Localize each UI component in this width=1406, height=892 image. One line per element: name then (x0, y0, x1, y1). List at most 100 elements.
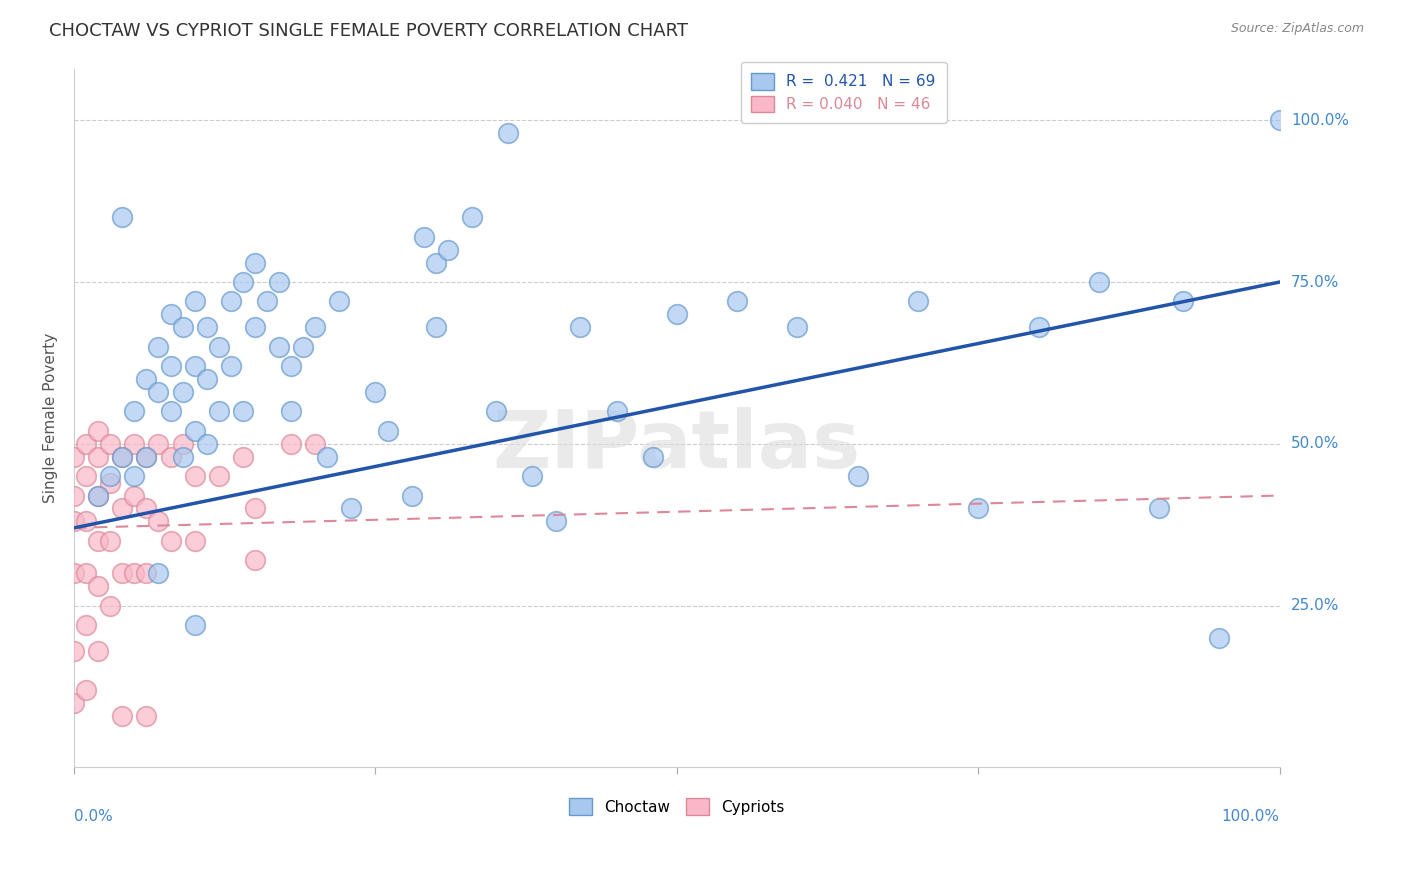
Point (75, 566, 97, 581)
Point (172, 320, 194, 334)
Point (1088, 275, 1111, 289)
Point (725, 294, 748, 309)
Point (195, 372, 218, 386)
Point (124, 469, 146, 483)
Point (183, 294, 205, 309)
Point (135, 708, 157, 723)
Point (87, 533, 110, 548)
Point (967, 501, 990, 516)
Point (159, 450, 181, 464)
Point (243, 255, 266, 269)
Point (135, 372, 157, 386)
Point (159, 307, 181, 321)
Point (425, 320, 447, 334)
Point (292, 340, 315, 354)
Point (148, 515, 170, 529)
Point (111, 501, 134, 516)
Point (267, 275, 290, 289)
Point (208, 340, 231, 354)
Point (546, 515, 568, 529)
Point (98, 599, 121, 613)
Point (159, 533, 181, 548)
Point (1028, 320, 1050, 334)
Point (786, 320, 808, 334)
Point (280, 437, 302, 451)
Point (377, 424, 399, 438)
Point (208, 404, 231, 418)
Point (183, 618, 205, 632)
Point (243, 501, 266, 516)
Point (846, 469, 869, 483)
Point (485, 404, 508, 418)
Point (135, 450, 157, 464)
Point (159, 359, 181, 373)
Point (135, 450, 157, 464)
Point (148, 566, 170, 581)
Point (243, 553, 266, 567)
Point (87, 489, 110, 503)
Text: Source: ZipAtlas.com: Source: ZipAtlas.com (1230, 22, 1364, 36)
Point (1208, 631, 1230, 645)
Point (75, 469, 97, 483)
Text: CHOCTAW VS CYPRIOT SINGLE FEMALE POVERTY CORRELATION CHART: CHOCTAW VS CYPRIOT SINGLE FEMALE POVERTY… (49, 22, 688, 40)
Point (304, 437, 326, 451)
Point (63, 489, 86, 503)
Point (1268, 113, 1291, 128)
Point (183, 469, 205, 483)
Point (641, 450, 664, 464)
Point (496, 126, 519, 140)
Point (63, 450, 86, 464)
Point (1147, 501, 1170, 516)
Point (98, 475, 121, 490)
Y-axis label: Single Female Poverty: Single Female Poverty (44, 333, 58, 503)
Point (63, 696, 86, 710)
Point (243, 320, 266, 334)
Text: ZIPatlas: ZIPatlas (492, 407, 860, 485)
Point (208, 469, 231, 483)
Point (437, 243, 460, 257)
Point (111, 566, 134, 581)
Text: 25.0%: 25.0% (1291, 598, 1339, 613)
Point (172, 437, 194, 451)
Point (75, 618, 97, 632)
Point (304, 320, 326, 334)
Point (124, 404, 146, 418)
Point (148, 340, 170, 354)
Point (87, 450, 110, 464)
Point (401, 489, 423, 503)
Point (148, 437, 170, 451)
Point (665, 307, 688, 321)
Point (522, 469, 544, 483)
Legend: Choctaw, Cypriots: Choctaw, Cypriots (562, 790, 792, 822)
Point (98, 437, 121, 451)
Point (87, 644, 110, 658)
Point (111, 450, 134, 464)
Point (280, 404, 302, 418)
Point (87, 489, 110, 503)
Point (135, 566, 157, 581)
Point (98, 533, 121, 548)
Point (172, 450, 194, 464)
Point (63, 566, 86, 581)
Point (124, 489, 146, 503)
Text: 0.0%: 0.0% (75, 809, 112, 824)
Point (364, 384, 387, 399)
Point (907, 294, 929, 309)
Point (219, 294, 242, 309)
Point (316, 450, 339, 464)
Point (569, 320, 592, 334)
Point (232, 404, 254, 418)
Point (412, 229, 434, 244)
Point (63, 644, 86, 658)
Point (124, 437, 146, 451)
Point (232, 450, 254, 464)
Point (111, 211, 134, 225)
Point (280, 359, 302, 373)
Point (87, 424, 110, 438)
Point (148, 384, 170, 399)
Point (87, 579, 110, 593)
Point (606, 404, 628, 418)
Point (195, 320, 218, 334)
Point (1173, 294, 1195, 309)
Text: 100.0%: 100.0% (1222, 809, 1279, 824)
